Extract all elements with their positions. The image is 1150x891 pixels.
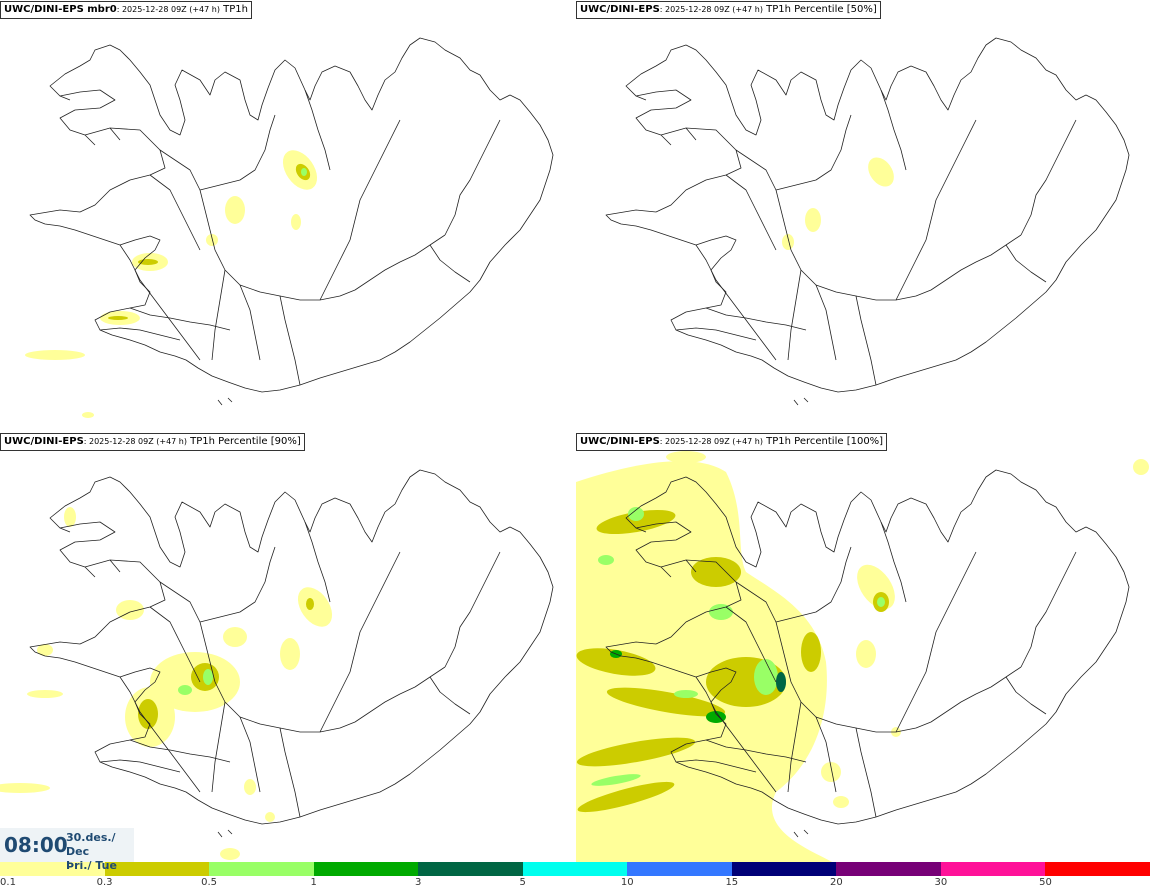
legend-swatch bbox=[836, 862, 941, 876]
precip-field bbox=[25, 150, 318, 418]
map-panel-mbr0: UWC/DINI-EPS mbr0: 2025-12-28 09Z (+47 h… bbox=[0, 0, 574, 432]
map-panel-p90: UWC/DINI-EPS: 2025-12-28 09Z (+47 h) TP1… bbox=[0, 432, 574, 864]
legend-tick-label: 15 bbox=[725, 877, 739, 888]
panel-title: UWC/DINI-EPS: 2025-12-28 09Z (+47 h) TP1… bbox=[0, 433, 305, 451]
valid-weekday-line: Þri./ Tue bbox=[66, 859, 117, 872]
legend-tick-label: 20 bbox=[829, 877, 843, 888]
legend-swatch bbox=[940, 862, 1046, 876]
legend-tick-label: 0.3 bbox=[96, 877, 113, 888]
legend-swatch bbox=[313, 862, 419, 876]
legend-tick-label: 0.1 bbox=[0, 877, 16, 888]
legend-tick-label: 3 bbox=[414, 877, 422, 888]
precip-color-legend: 0.1 0.3 0.5 1 3 5 10 15 20 30 50 bbox=[0, 862, 1150, 891]
precip-field bbox=[576, 451, 1149, 864]
legend-color-bar bbox=[0, 862, 1150, 876]
iceland-precip-map bbox=[25, 37, 554, 418]
legend-tick-label: 5 bbox=[519, 877, 526, 888]
valid-date-line: 30.des./ Dec bbox=[66, 831, 116, 858]
legend-tick-label: 0.5 bbox=[201, 877, 218, 888]
iceland-precip-map bbox=[0, 469, 554, 860]
legend-swatch bbox=[731, 862, 837, 876]
panel-title: UWC/DINI-EPS mbr0: 2025-12-28 09Z (+47 h… bbox=[0, 1, 252, 19]
legend-swatch bbox=[627, 862, 732, 876]
legend-tick-label: 30 bbox=[934, 877, 948, 888]
valid-time-box: 08:00 30.des./ Dec Þri./ Tue bbox=[0, 828, 134, 872]
map-panel-p50: UWC/DINI-EPS: 2025-12-28 09Z (+47 h) TP1… bbox=[576, 0, 1150, 432]
legend-tick-label: 10 bbox=[620, 877, 634, 888]
legend-swatch bbox=[1045, 862, 1150, 876]
legend-swatch bbox=[209, 862, 314, 876]
precip-field bbox=[0, 507, 333, 860]
valid-time-date: 30.des./ Dec Þri./ Tue bbox=[66, 831, 134, 873]
panel-title: UWC/DINI-EPS: 2025-12-28 09Z (+47 h) TP1… bbox=[576, 1, 881, 19]
legend-tick-label: 50 bbox=[1039, 877, 1052, 888]
legend-tick-label: 1 bbox=[310, 877, 317, 888]
legend-swatch bbox=[522, 862, 628, 876]
iceland-precip-map bbox=[576, 451, 1149, 864]
map-panel-p100: UWC/DINI-EPS: 2025-12-28 09Z (+47 h) TP1… bbox=[576, 432, 1150, 864]
valid-time-clock: 08:00 bbox=[4, 833, 68, 857]
legend-swatch bbox=[104, 862, 210, 876]
iceland-precip-map bbox=[605, 37, 1130, 406]
precip-field bbox=[782, 157, 894, 250]
panel-title: UWC/DINI-EPS: 2025-12-28 09Z (+47 h) TP1… bbox=[576, 433, 888, 451]
legend-swatch bbox=[418, 862, 523, 876]
legend-swatch bbox=[0, 862, 105, 876]
